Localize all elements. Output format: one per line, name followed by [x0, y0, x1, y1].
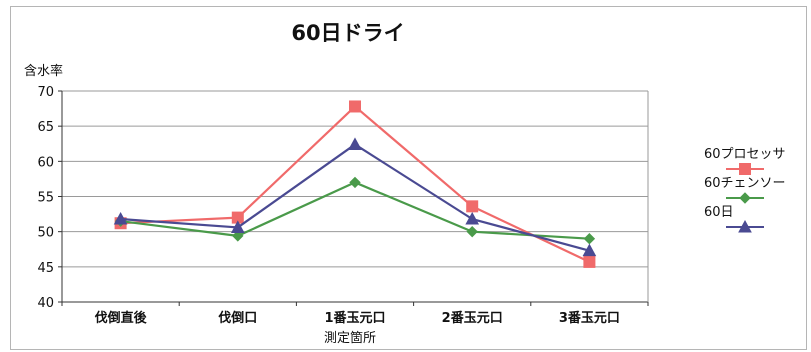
x-tick-label: 伐倒直後 [95, 310, 148, 326]
data-point-series-1 [466, 200, 479, 213]
legend-swatch-marker [739, 192, 751, 204]
x-tick-label: 1番玉元口 [324, 310, 385, 326]
x-tick-label: 2番玉元口 [442, 310, 503, 326]
legend-label: 60チェンソー [704, 176, 786, 191]
data-point-series-3 [230, 220, 245, 233]
y-tick-label: 45 [37, 261, 54, 276]
legend-label: 60プロセッサ [704, 147, 786, 162]
data-point-series-3 [582, 243, 597, 257]
x-tick-label: 3番玉元口 [559, 310, 620, 326]
data-point-series-3 [465, 211, 480, 225]
y-tick-label: 50 [37, 226, 54, 241]
data-point-series-1 [583, 255, 596, 268]
x-tick-label: 伐倒口 [218, 310, 257, 326]
legend-swatch-marker [739, 163, 751, 175]
legend-label: 60日 [704, 205, 734, 220]
legend: 60プロセッサ 60チェンソー 60日 [704, 147, 786, 233]
x-axis-label: 測定箇所 [324, 330, 376, 346]
y-tick-label: 60 [37, 155, 54, 170]
y-axis-label: 含水率 [24, 63, 63, 79]
y-tick-label: 70 [37, 85, 54, 100]
data-point-series-3 [113, 211, 128, 225]
legend-swatch-marker [738, 219, 752, 233]
y-tick-label: 40 [37, 296, 54, 311]
y-tick-label: 55 [37, 191, 54, 206]
data-point-series-1 [349, 100, 361, 113]
data-point-series-2 [349, 176, 361, 189]
y-tick-label: 65 [37, 120, 54, 135]
chart-title: 60日ドライ [291, 21, 404, 45]
data-point-series-2 [232, 230, 244, 242]
data-point-series-2 [466, 225, 478, 238]
plot-area: 40 45 50 55 60 65 70 伐倒直後 伐倒口 1番玉元口 2番玉元口 3番玉元口 [37, 85, 649, 326]
data-point-series-3 [348, 137, 362, 150]
